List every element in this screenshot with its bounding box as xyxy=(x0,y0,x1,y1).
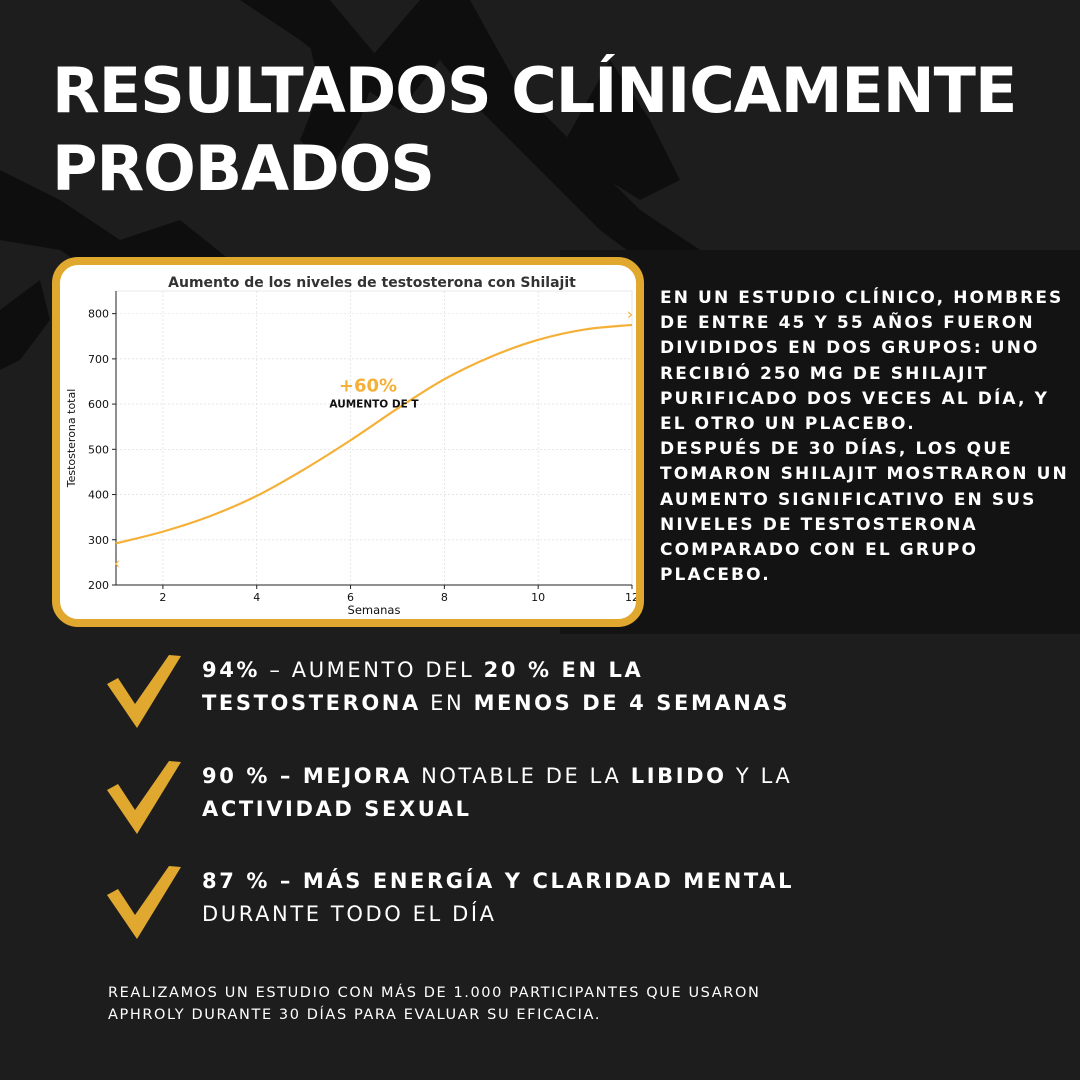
benefit-1-line-1-segment-2: – AUMENTO DEL xyxy=(260,658,484,682)
footer-line-1: REALIZAMOS UN ESTUDIO CON MÁS DE 1.000 P… xyxy=(108,985,761,1001)
x-axis-label: Semanas xyxy=(348,603,401,617)
y-tick-label: 500 xyxy=(88,443,109,456)
x-tick-label: 12 xyxy=(625,591,636,604)
checkmark-icon xyxy=(107,655,181,728)
benefit-3-line-1: 87 % – MÁS ENERGÍA Y CLARIDAD MENTAL xyxy=(202,869,794,893)
benefit-1-line-2-segment-2: EN xyxy=(420,691,474,715)
benefit-3-line-1-segment-1: 87 % – MÁS ENERGÍA Y CLARIDAD MENTAL xyxy=(202,869,795,893)
y-tick-label: 200 xyxy=(88,579,109,592)
x-tick-label: 6 xyxy=(347,591,354,604)
benefit-2-line-2-segment-1: ACTIVIDAD SEXUAL xyxy=(202,797,472,821)
x-tick-label: 2 xyxy=(159,591,166,604)
x-tick-label: 8 xyxy=(441,591,448,604)
y-tick-label: 600 xyxy=(88,398,109,411)
x-tick-label: 4 xyxy=(253,591,260,604)
testosterone-line-chart: Aumento de los niveles de testosterona c… xyxy=(65,275,636,617)
benefit-2-line-2: ACTIVIDAD SEXUAL xyxy=(202,797,472,821)
checkmark-icon xyxy=(107,761,181,834)
y-tick-label: 700 xyxy=(88,353,109,366)
benefit-3-line-2-segment-1: DURANTE TODO EL DÍA xyxy=(202,902,497,926)
annotation-percent: +60% xyxy=(339,376,397,397)
footer-line-2: APHROLY DURANTE 30 DÍAS PARA EVALUAR SU … xyxy=(108,1007,602,1023)
benefit-3-line-2: DURANTE TODO EL DÍA xyxy=(202,902,497,926)
benefit-1-line-2-segment-3: MENOS DE 4 SEMANAS xyxy=(473,691,791,715)
benefit-1-line-1-segment-3: 20 % EN LA xyxy=(483,658,644,682)
page-title: RESULTADOS CLÍNICAMENTE PROBADOS xyxy=(52,52,1017,208)
title-line-1: RESULTADOS CLÍNICAMENTE xyxy=(52,54,1017,127)
series-line xyxy=(115,323,633,545)
benefit-1-line-2-segment-1: TESTOSTERONA xyxy=(202,691,421,715)
benefit-2-line-1: 90 % – MEJORA NOTABLE DE LA LIBIDO Y LA xyxy=(202,764,792,788)
benefit-text-2: 90 % – MEJORA NOTABLE DE LA LIBIDO Y LA A… xyxy=(202,760,792,826)
benefit-1-line-2: TESTOSTERONA EN MENOS DE 4 SEMANAS xyxy=(202,691,790,715)
start-arrow-marker: ‹ xyxy=(114,553,120,572)
chart-title: Aumento de los niveles de testosterona c… xyxy=(168,275,576,291)
benefit-1-line-1-segment-1: 94% xyxy=(202,658,261,682)
study-panel xyxy=(560,250,1080,634)
benefit-2-line-1-segment-1: 90 % – MEJORA xyxy=(202,764,412,788)
study-description: EN UN ESTUDIO CLÍNICO, HOMBRES DE ENTRE … xyxy=(660,288,1069,586)
y-tick-label: 800 xyxy=(88,308,109,321)
benefit-2-line-1-segment-3: LIBIDO xyxy=(630,764,727,788)
benefit-2-line-1-segment-4: Y LA xyxy=(726,764,793,788)
x-tick-label: 10 xyxy=(531,591,545,604)
title-line-2: PROBADOS xyxy=(52,132,435,205)
y-tick-label: 400 xyxy=(88,489,109,502)
benefit-1-line-1: 94% – AUMENTO DEL 20 % EN LA xyxy=(202,658,643,682)
footer-note: REALIZAMOS UN ESTUDIO CON MÁS DE 1.000 P… xyxy=(108,982,760,1026)
annotation-label: AUMENTO DE T xyxy=(329,399,419,411)
benefit-2-line-1-segment-2: NOTABLE DE LA xyxy=(411,764,631,788)
benefit-text-3: 87 % – MÁS ENERGÍA Y CLARIDAD MENTAL DURA… xyxy=(202,865,794,931)
end-arrow-marker: › xyxy=(627,305,633,324)
checkmark-icon xyxy=(107,866,181,939)
y-tick-label: 300 xyxy=(88,534,109,547)
chart-card: Aumento de los niveles de testosterona c… xyxy=(52,257,644,627)
benefit-text-1: 94% – AUMENTO DEL 20 % EN LA TESTOSTERONA… xyxy=(202,654,790,720)
y-axis-label: Testosterona total xyxy=(65,389,78,489)
